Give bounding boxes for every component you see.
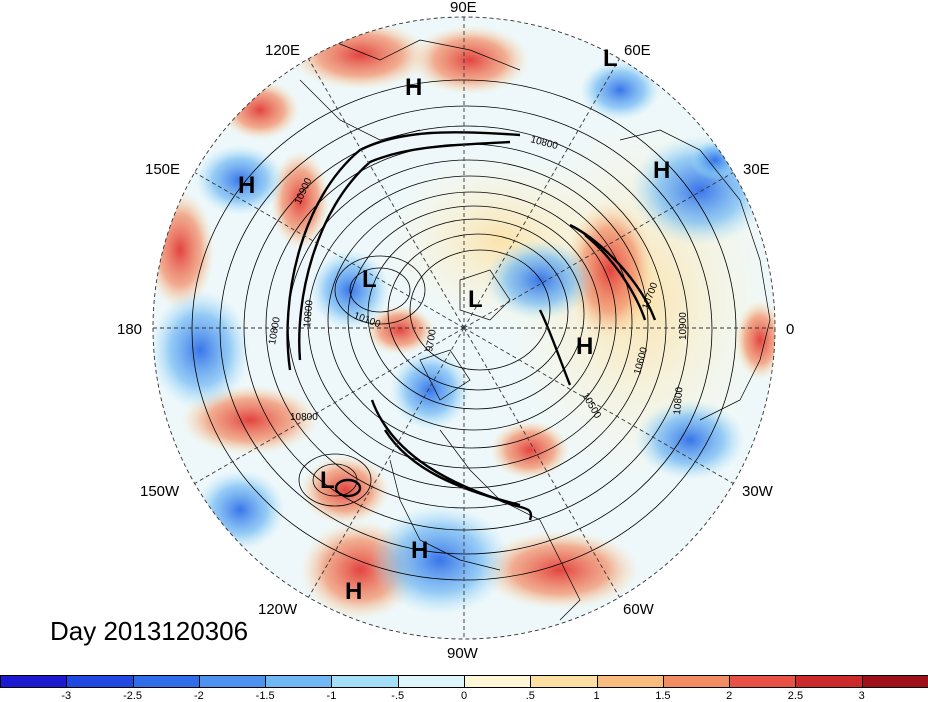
day-title: Day 2013120306 — [50, 616, 249, 646]
lon-label-120e: 120E — [265, 42, 300, 59]
contour-label: 10800 — [672, 386, 685, 415]
contour-label: 10900 — [678, 312, 689, 340]
colorbar-cell — [198, 675, 267, 688]
contour-label: 9700 — [424, 328, 439, 352]
colorbar-cell — [662, 675, 731, 688]
colorbar-cell — [596, 675, 664, 688]
colorbar-cell — [331, 675, 399, 688]
lon-label-30e: 30E — [743, 161, 770, 178]
low-center-label: L — [320, 467, 335, 494]
high-center-label: H — [345, 578, 362, 605]
high-center-label: H — [411, 537, 428, 564]
graticule — [152, 16, 776, 640]
colorbar-cell — [861, 675, 928, 688]
lon-label-60w: 60W — [623, 601, 655, 618]
colorbar-tick-label: 2.5 — [787, 690, 804, 702]
colorbar-cell — [729, 675, 797, 688]
coastlines — [299, 39, 771, 621]
colorbar-cell — [0, 675, 68, 688]
lon-label-150e: 150E — [145, 161, 180, 178]
high-center-label: H — [238, 172, 255, 199]
contour-label: 10800 — [290, 412, 318, 423]
lon-label-90e: 90E — [450, 0, 477, 16]
colorbar-cell — [397, 675, 465, 688]
low-center-label: L — [468, 286, 483, 313]
colorbar-cell — [795, 675, 863, 688]
colorbar-cell — [464, 675, 532, 688]
lon-label-0: 0 — [786, 321, 794, 338]
lon-label-120w: 120W — [258, 601, 298, 618]
colorbar-cell — [132, 675, 200, 688]
low-center-label: L — [603, 45, 618, 72]
lon-label-150w: 150W — [140, 483, 180, 500]
colorbar-tick-label: 0 — [460, 690, 468, 702]
colorbar-tick-label: 3 — [858, 690, 865, 702]
colorbar: -3 -2.5 -2 -1.5 -1 -.5 0 .5 1 1.5 2 2.5 3 — [0, 675, 928, 702]
colorbar-cell — [265, 675, 333, 688]
contour-label: 10800 — [267, 316, 283, 346]
colorbar-tick-label: -2.5 — [123, 690, 143, 702]
colorbar-tick-label: -1.5 — [255, 690, 275, 702]
colorbar-tick-label: -2 — [193, 690, 204, 702]
low-center-label: L — [362, 266, 377, 293]
colorbar-tick-label: -3 — [61, 690, 72, 702]
colorbar-tick-label: .5 — [525, 690, 535, 702]
lon-label-180: 180 — [117, 321, 142, 338]
lon-label-30w: 30W — [742, 483, 774, 500]
colorbar-cell — [66, 675, 134, 688]
colorbar-cell — [530, 675, 598, 688]
pressure-centers: H L H H L L H L H H — [238, 45, 670, 605]
lon-label-90w: 90W — [447, 645, 479, 662]
anomaly-field — [153, 17, 775, 639]
colorbar-tick-label: -1 — [326, 690, 337, 702]
lon-label-60e: 60E — [624, 42, 651, 59]
colorbar-tick-label: 1.5 — [655, 690, 671, 702]
high-center-label: H — [405, 74, 422, 101]
contour-label: 10800 — [302, 299, 315, 328]
polar-map: 90E 60E 30E 0 30W 60W 90W 120W 150W 180 … — [117, 0, 794, 662]
colorbar-tick-label: 1 — [593, 690, 600, 702]
high-center-label: H — [653, 157, 670, 184]
longitude-labels: 90E 60E 30E 0 30W 60W 90W 120W 150W 180 … — [117, 0, 794, 662]
high-center-label: H — [576, 333, 593, 360]
colorbar-tick-label: 2 — [726, 690, 733, 702]
colorbar-tick-label: -.5 — [391, 690, 405, 702]
